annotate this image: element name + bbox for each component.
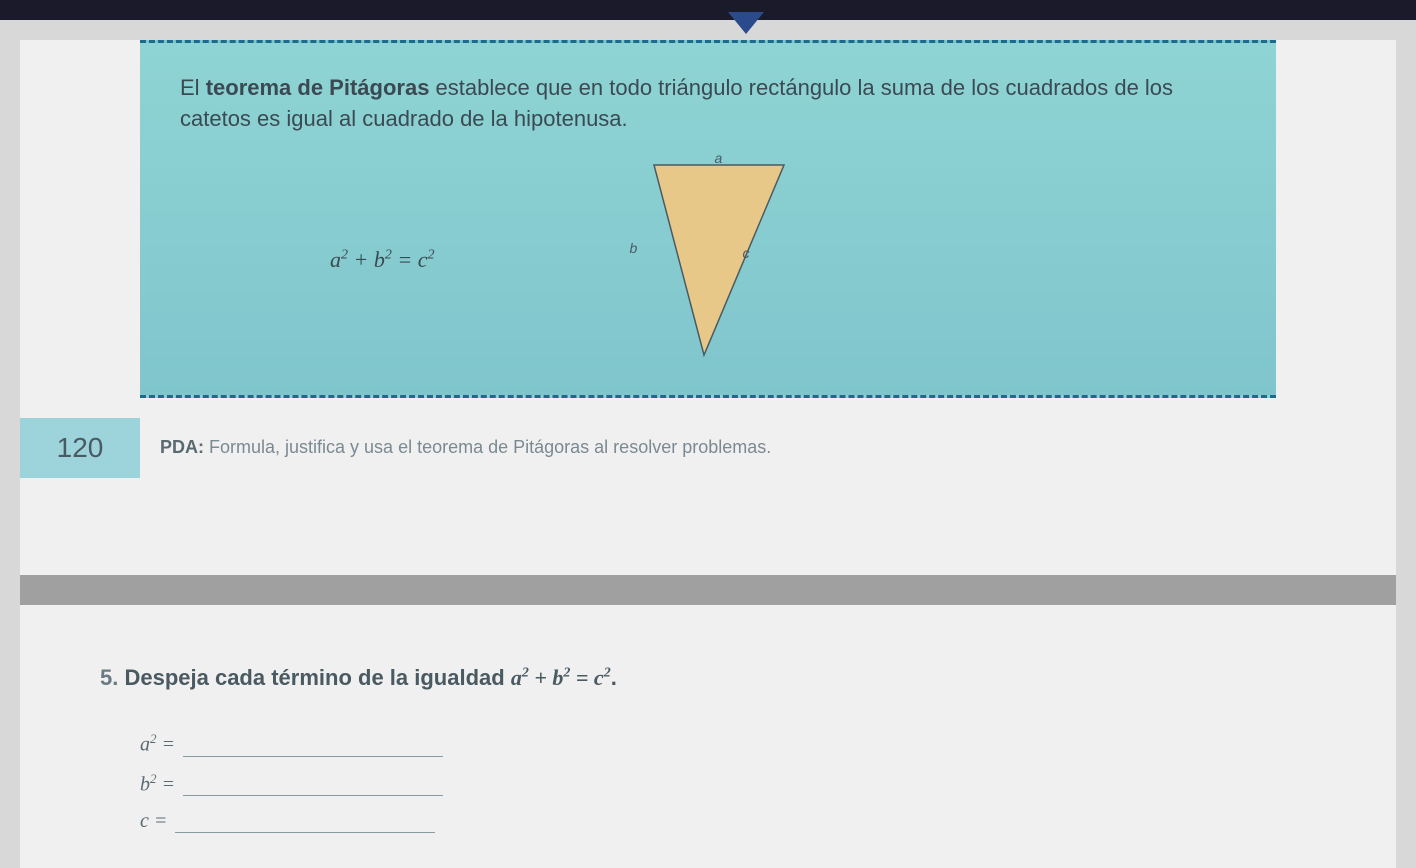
answer-label-c: c = [140,810,167,833]
theorem-statement: El teorema de Pitágoras establece que en… [180,73,1236,135]
triangle-label-a: a [714,150,722,166]
answer-blank-b[interactable] [183,774,443,796]
pda-description: Formula, justifica y usa el teorema de P… [204,437,771,457]
question-number: 5. [100,665,118,690]
answer-label-a: a2 = [140,731,175,757]
answer-line-a: a2 = [140,731,1316,757]
triangle-label-c: c [742,245,749,261]
question-formula: a2 + b2 = c2 [511,665,611,690]
pda-label: PDA: [160,437,204,457]
theorem-bold: teorema de Pitágoras [206,75,430,100]
upper-page: El teorema de Pitágoras establece que en… [20,40,1396,575]
question-period: . [611,665,617,690]
lower-page: 5. Despeja cada término de la igualdad a… [20,605,1396,868]
triangle-svg [634,155,814,365]
theorem-prefix: El [180,75,206,100]
theorem-box: El teorema de Pitágoras establece que en… [140,40,1276,398]
answers-block: a2 = b2 = c = [100,731,1316,833]
question-title: 5. Despeja cada término de la igualdad a… [100,665,1316,691]
pointer-indicator [728,12,764,34]
triangle-diagram: a b c [634,155,814,365]
pda-text: PDA: Formula, justifica y usa el teorema… [160,437,771,458]
page-separator [20,575,1396,605]
question-text: Despeja cada término de la igualdad [118,665,510,690]
triangle-label-b: b [629,240,637,256]
answer-line-c: c = [140,810,1316,833]
formula-row: a2 + b2 = c2 a b c [180,155,1236,365]
answer-line-b: b2 = [140,771,1316,797]
answer-label-b: b2 = [140,771,175,797]
page-footer-row: 120 PDA: Formula, justifica y usa el teo… [20,418,1396,478]
answer-blank-c[interactable] [175,811,435,833]
pythagoras-formula: a2 + b2 = c2 [330,247,434,273]
page-number: 120 [20,418,140,478]
answer-blank-a[interactable] [183,735,443,757]
window-top-bar [0,0,1416,20]
